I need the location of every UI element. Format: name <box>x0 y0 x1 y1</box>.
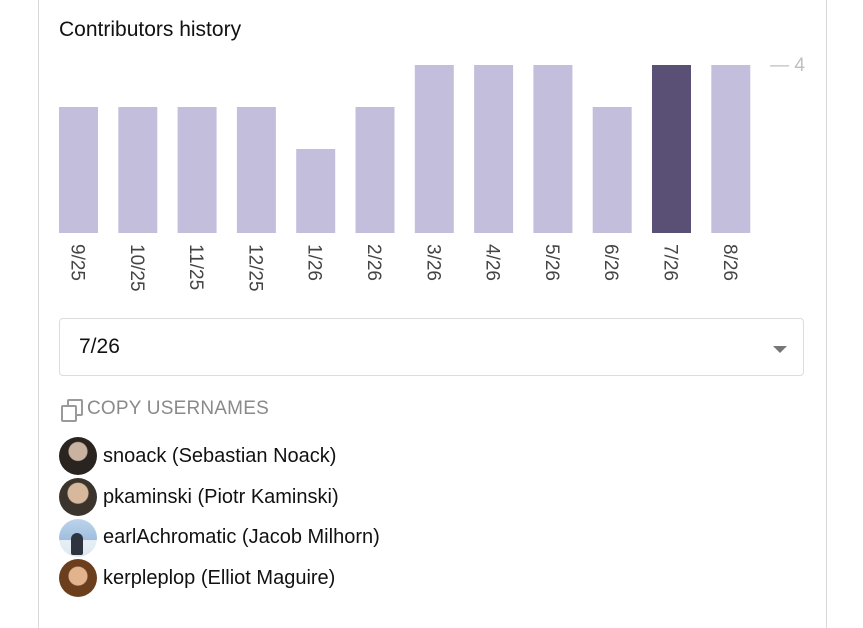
chart-tick-labels: 9/25 10/25 11/25 12/25 1/26 2/26 3/26 4/26 5/26 6… <box>67 244 740 292</box>
x-tick-label: 6/26 <box>600 244 621 281</box>
chart-title: Contributors history <box>59 18 242 41</box>
x-tick-label: 10/25 <box>126 244 147 292</box>
contributor-item[interactable]: pkaminski (Piotr Kaminski) <box>59 477 819 518</box>
x-tick-label: 1/26 <box>304 244 325 281</box>
avatar <box>59 437 97 476</box>
x-tick-label: 8/26 <box>719 244 740 281</box>
bar-10-25[interactable] <box>118 107 158 233</box>
contributor-name: kerpleplop (Elliot Maguire) <box>103 566 336 589</box>
copy-usernames-button[interactable]: COPY USERNAMES <box>59 396 269 422</box>
contributor-item[interactable]: earlAchromatic (Jacob Milhorn) <box>59 517 819 558</box>
chart-bars <box>59 65 751 233</box>
x-tick-label: 3/26 <box>422 244 443 281</box>
bar-11-25[interactable] <box>177 107 217 233</box>
bar-1-26[interactable] <box>296 149 336 233</box>
contributor-list: snoack (Sebastian Noack) pkaminski (Piot… <box>59 436 819 599</box>
bar-8-26[interactable] <box>711 65 751 233</box>
copy-usernames-label: COPY USERNAMES <box>87 398 269 419</box>
x-tick-label: 2/26 <box>363 244 384 281</box>
avatar <box>59 478 97 517</box>
y-max-label: — 4 <box>770 55 805 76</box>
x-tick-label: 11/25 <box>185 244 206 290</box>
bar-5-26[interactable] <box>533 65 573 233</box>
bar-7-26[interactable] <box>652 65 691 233</box>
avatar <box>59 559 97 598</box>
copy-icon <box>59 397 83 422</box>
x-tick-label: 7/26 <box>660 244 681 281</box>
month-select[interactable]: 7/26 <box>59 318 804 376</box>
chevron-down-icon <box>773 346 787 353</box>
bar-3-26[interactable] <box>414 65 454 233</box>
bar-4-26[interactable] <box>474 65 514 233</box>
month-select-value: 7/26 <box>79 335 120 358</box>
x-tick-label: 5/26 <box>541 244 562 281</box>
x-tick-label: 9/25 <box>67 244 88 281</box>
x-tick-label: 4/26 <box>482 244 503 281</box>
avatar <box>59 518 97 557</box>
contributor-name: snoack (Sebastian Noack) <box>103 444 337 467</box>
x-tick-label: 12/25 <box>244 244 265 292</box>
bar-12-25[interactable] <box>236 107 276 233</box>
bar-6-26[interactable] <box>592 107 632 233</box>
contributor-name: earlAchromatic (Jacob Milhorn) <box>103 526 380 549</box>
contributor-item[interactable]: kerpleplop (Elliot Maguire) <box>59 558 819 599</box>
bar-9-25[interactable] <box>59 107 98 233</box>
bar-2-26[interactable] <box>355 107 395 233</box>
contributors-history-chart: 9/25 10/25 11/25 12/25 1/26 2/26 3/26 4/26 5/26 6… <box>59 55 805 292</box>
contributor-name: pkaminski (Piotr Kaminski) <box>103 485 339 508</box>
contributor-item[interactable]: snoack (Sebastian Noack) <box>59 436 819 477</box>
